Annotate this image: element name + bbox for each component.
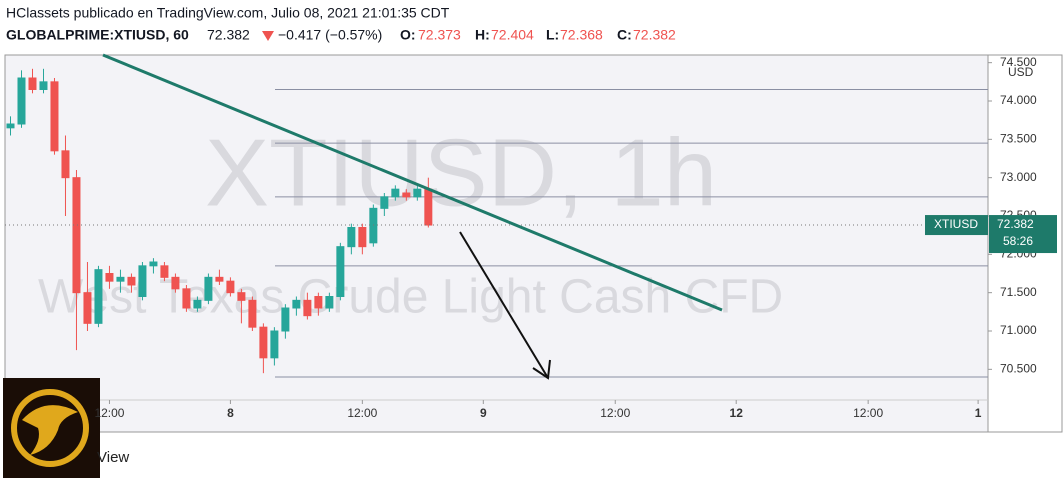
candle-body [94,269,103,324]
candle-body [380,196,389,209]
o-label: O: [400,27,416,43]
x-tick-label: 12:00 [94,406,124,420]
candle-body [281,307,290,332]
candle-body [237,292,246,301]
y-tick-label: 71.000 [1000,323,1037,337]
trend-line [102,53,723,312]
watermark-sub: West Texas Crude Light Cash CFD [38,271,783,324]
published: HClassets publicado en TradingView.com, … [6,5,450,21]
candle-body [193,299,202,309]
y-tick-label: 73.500 [1000,132,1037,146]
footer: View [97,449,129,466]
c-value: 72.382 [633,27,676,43]
candle-body [303,299,312,317]
price-box-countdown: 58:26 [1003,234,1033,248]
candle-body [336,246,345,298]
candle-body [314,296,323,309]
x-tick-label: 8 [227,406,234,420]
candle-body [160,265,169,278]
y-tick-label: 71.500 [1000,285,1037,299]
candle-body [17,77,26,125]
currency: USD [1008,65,1034,79]
candle-body [424,188,433,226]
y-tick-label: 74.500 [1000,55,1037,69]
candle-body [39,81,48,91]
y-tick-label: 74.000 [1000,93,1037,107]
x-tick-label: 1 [975,406,982,420]
candle-body [402,192,411,198]
marks [5,68,988,378]
symbol: GLOBALPRIME:XTIUSD, 60 [6,27,189,43]
candle-body [259,326,268,359]
c-label: C: [617,27,632,43]
arrow-head [532,359,551,380]
l-label: L: [546,27,559,43]
y-tick-label: 73.000 [1000,170,1037,184]
candle-body [28,77,37,90]
candle-body [270,330,279,359]
candle-body [204,276,213,301]
price-tag [925,215,988,236]
candle-body [347,227,356,248]
candle-body [127,276,136,286]
x-tick-label: 12:00 [600,406,630,420]
candle-body [391,188,400,198]
candle-body [61,150,70,179]
price-tag-name: XTIUSD [934,217,978,231]
candle-body [215,276,224,282]
down-arrow [262,31,274,41]
candle-body [171,276,180,290]
y-tick-label: 70.500 [1000,362,1037,376]
last-price: 72.382 [207,27,250,43]
x-tick-label: 9 [480,406,487,420]
candle-body [369,207,378,244]
x-tick-label: 12:00 [853,406,883,420]
candle-body [72,177,81,294]
l-value: 72.368 [560,27,603,43]
o-value: 72.373 [418,27,461,43]
logo-eagle [22,405,78,455]
candle-body [226,280,235,294]
candle-body [292,299,301,309]
candle-body [83,292,92,324]
candle-body [6,123,15,129]
price-box [989,215,1057,254]
candle-body [248,299,257,328]
x-tick-label: 12:00 [347,406,377,420]
candle-body [325,296,334,309]
x-tick-label: 12 [730,406,744,420]
h-value: 72.404 [491,27,534,43]
arrow [459,231,549,379]
candle-body [50,81,59,152]
candle-body [105,273,114,282]
candle-body [138,265,147,298]
candle-body [358,227,367,248]
candle-body [116,276,125,282]
h-label: H: [475,27,490,43]
price-box-value: 72.382 [997,217,1034,231]
logo-ring [11,389,89,467]
candle-body [149,261,158,267]
change: −0.417 (−0.57%) [278,27,382,43]
watermark: XTIUSD, 1h [205,119,717,226]
plot-frame [4,54,989,433]
candle-body [413,188,422,198]
candle-body [182,288,191,309]
